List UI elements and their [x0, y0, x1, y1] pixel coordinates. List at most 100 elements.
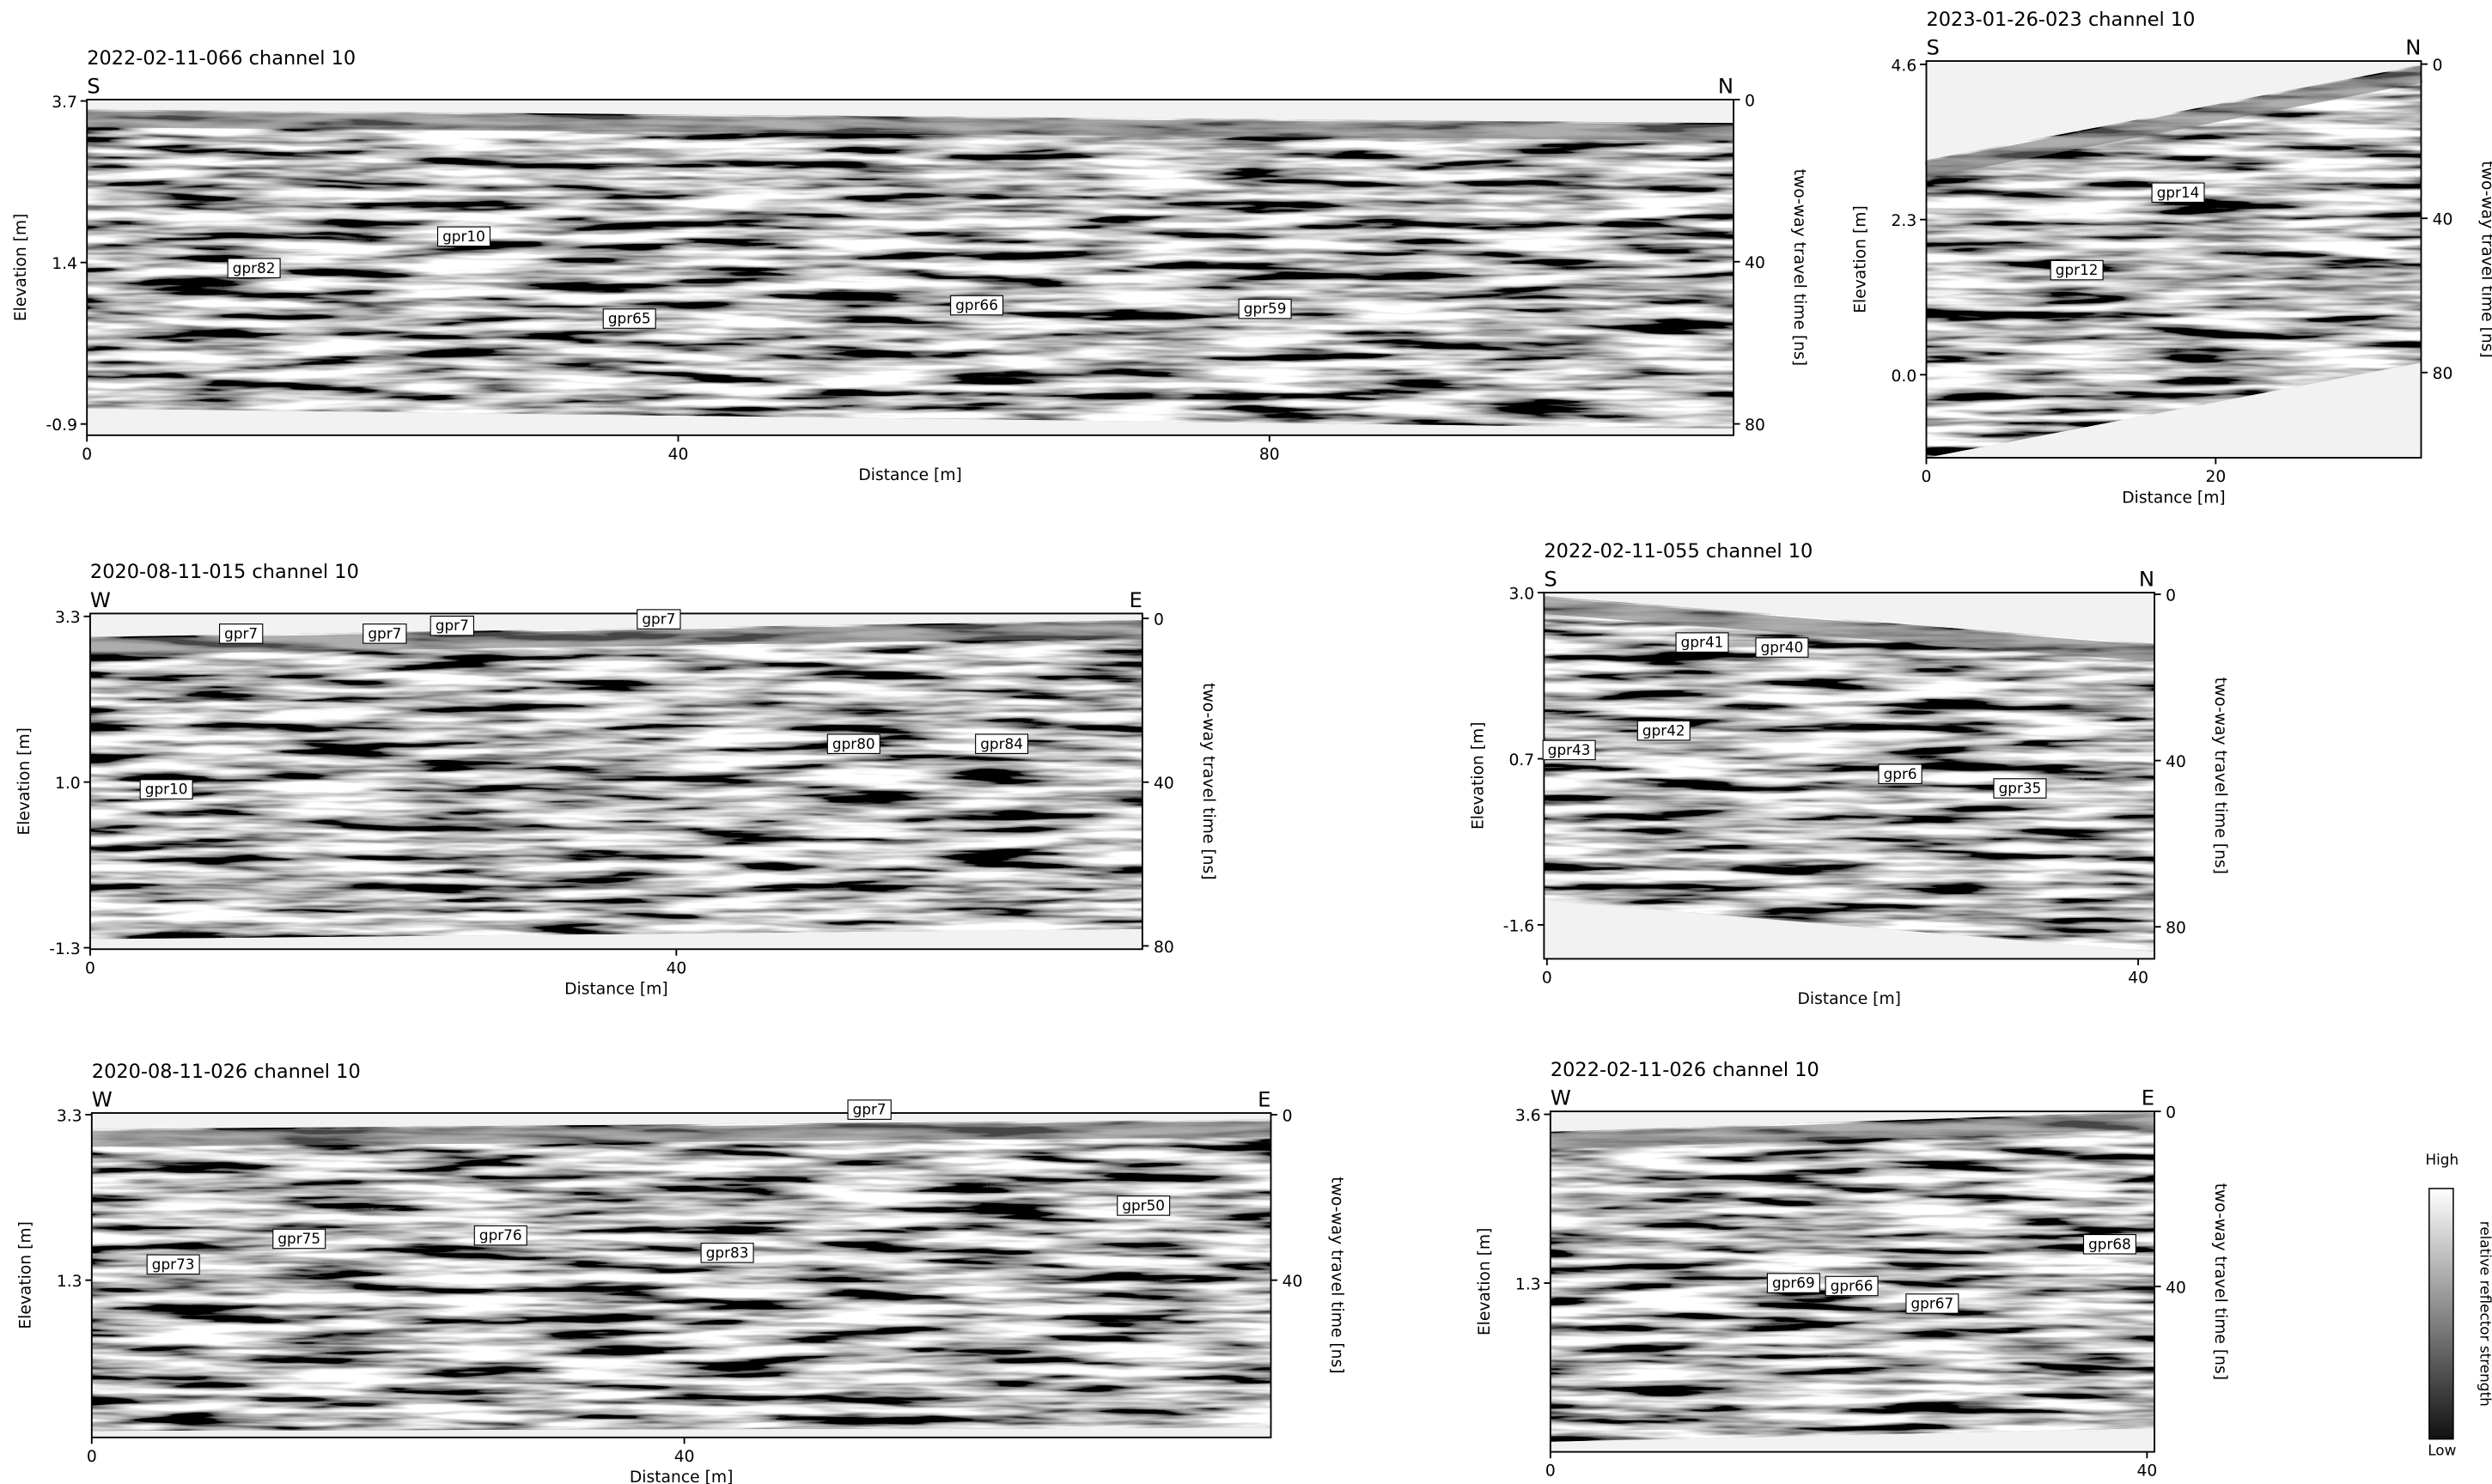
y-tick-label: -0.9 [46, 417, 77, 435]
panel-title: 2022-02-11-066 channel 10 [87, 47, 356, 70]
direction-left: S [1544, 567, 1557, 592]
x-axis-label: Distance [m] [564, 981, 667, 999]
direction-right: N [1718, 73, 1733, 98]
radargram-panel: 2022-02-11-066 channel 10 S N Distance [m] E… [12, 47, 1808, 484]
y-tick-label: 3.3 [55, 609, 81, 627]
panel-title: 2020-08-11-015 channel 10 [90, 561, 359, 583]
annotation-label: gpr10 [145, 781, 188, 798]
annotation-label: gpr73 [152, 1256, 195, 1273]
annotation-label: gpr84 [980, 735, 1023, 752]
y-tick-label: 1.3 [1515, 1276, 1541, 1294]
direction-right: N [2139, 567, 2154, 592]
colorbar-ramp [2429, 1189, 2453, 1439]
y2-tick-label: 40 [1283, 1273, 1303, 1291]
direction-right: N [2405, 35, 2421, 60]
y2-axis-label: two-way travel time [ns] [1199, 683, 1217, 879]
y-tick-label: -1.3 [49, 940, 80, 958]
y-axis-label: Elevation [m] [1476, 1228, 1494, 1336]
x-tick-label: 0 [82, 446, 92, 464]
y-axis-label: Elevation [m] [15, 727, 34, 836]
colorbar-low: Low [2428, 1441, 2456, 1458]
y-tick-label: 2.3 [1892, 212, 1917, 230]
y-tick-label: 1.3 [57, 1273, 82, 1291]
y2-tick-label: 0 [2433, 57, 2443, 75]
annotation-label: gpr42 [1642, 721, 1685, 739]
y-tick-label: 3.6 [1515, 1107, 1541, 1125]
y2-tick-label: 80 [2433, 365, 2453, 383]
x-axis-label: Distance [m] [1798, 990, 1901, 1008]
direction-right: E [2142, 1086, 2154, 1110]
radargram-panel: 2020-08-11-015 channel 10 W E Distance [m] E… [15, 561, 1217, 998]
y-axis-label: Elevation [m] [1469, 722, 1487, 830]
y-tick-label: 3.3 [57, 1107, 82, 1125]
direction-left: W [90, 587, 111, 612]
y-tick-label: 0.7 [1508, 751, 1534, 769]
panel-title: 2023-01-26-023 channel 10 [1926, 9, 2195, 31]
x-tick-label: 40 [668, 446, 689, 464]
y-tick-label: 3.7 [52, 94, 77, 112]
y2-axis-label: two-way travel time [ns] [1328, 1177, 1346, 1373]
x-tick-label: 0 [1545, 1463, 1556, 1481]
y2-axis-label: two-way travel time [ns] [2211, 678, 2229, 874]
y-tick-label: 4.6 [1892, 57, 1917, 75]
y-tick-label: 3.0 [1508, 586, 1534, 604]
y2-tick-label: 0 [1154, 611, 1164, 629]
radar-section [92, 1120, 1271, 1432]
annotation-label: gpr7 [224, 624, 258, 642]
y2-tick-label: 0 [2166, 1104, 2176, 1122]
direction-left: W [92, 1087, 113, 1112]
annotation-label: gpr50 [1122, 1197, 1165, 1214]
radargram-panel: 2023-01-26-023 channel 10 S N Distance [m] E… [1851, 9, 2492, 507]
x-tick-label: 40 [674, 1448, 695, 1466]
x-tick-label: 40 [666, 959, 686, 977]
x-tick-label: 40 [2136, 1463, 2157, 1481]
annotation-label: gpr67 [1911, 1295, 1954, 1312]
x-tick-label: 0 [85, 959, 95, 977]
y-axis-label: Elevation [m] [12, 214, 30, 322]
x-tick-label: 0 [1922, 468, 1932, 486]
annotation-label: gpr68 [2088, 1235, 2131, 1252]
y-tick-label: -1.6 [1503, 917, 1534, 935]
annotation-label: gpr41 [1681, 634, 1724, 651]
y-axis-label: Elevation [m] [1851, 205, 1869, 313]
direction-right: E [1258, 1087, 1270, 1112]
x-tick-label: 0 [87, 1448, 97, 1466]
annotation-label: gpr7 [368, 624, 401, 642]
y-tick-label: 1.0 [55, 775, 81, 793]
x-tick-label: 40 [2128, 970, 2148, 988]
annotation-label: gpr7 [853, 1101, 887, 1118]
y2-tick-label: 0 [2166, 587, 2176, 605]
annotation-label: gpr35 [1999, 780, 2042, 797]
y2-tick-label: 40 [2433, 211, 2453, 229]
radar-section [90, 620, 1142, 939]
annotation-label: gpr12 [2056, 261, 2099, 278]
annotation-label: gpr43 [1548, 741, 1591, 758]
direction-left: S [1926, 35, 1939, 60]
colorbar: High Low relative reflector strength [2425, 1151, 2492, 1458]
radar-section [87, 110, 1733, 429]
x-tick-label: 20 [2205, 468, 2226, 486]
panel-title: 2022-02-11-055 channel 10 [1544, 540, 1813, 563]
annotation-label: gpr6 [1884, 765, 1917, 782]
x-axis-label: Distance [m] [858, 466, 961, 484]
figure: High Low relative reflector strength 202… [0, 0, 2492, 1484]
y2-tick-label: 80 [1154, 939, 1174, 957]
y2-tick-label: 40 [1154, 775, 1174, 793]
annotation-label: gpr66 [1831, 1277, 1874, 1294]
y-tick-label: 0.0 [1892, 368, 1917, 386]
annotation-label: gpr80 [832, 735, 875, 752]
panel-title: 2022-02-11-026 channel 10 [1551, 1059, 1819, 1081]
annotation-label: gpr59 [1244, 300, 1287, 317]
annotation-label: gpr65 [608, 310, 651, 327]
radargram-panel: 2022-02-11-055 channel 10 S N Distance [m] E… [1469, 540, 2229, 1008]
direction-left: S [87, 73, 100, 98]
x-axis-label: Distance [m] [630, 1469, 733, 1484]
y2-tick-label: 0 [1745, 92, 1755, 110]
y-axis-label: Elevation [m] [17, 1221, 35, 1329]
x-axis-label: Distance [m] [2122, 489, 2225, 507]
annotation-label: gpr7 [642, 611, 675, 628]
radargram-panel: 2020-08-11-026 channel 10 W E Distance [m] E… [17, 1061, 1346, 1484]
panel-title: 2020-08-11-026 channel 10 [92, 1061, 361, 1083]
direction-right: E [1130, 587, 1142, 612]
